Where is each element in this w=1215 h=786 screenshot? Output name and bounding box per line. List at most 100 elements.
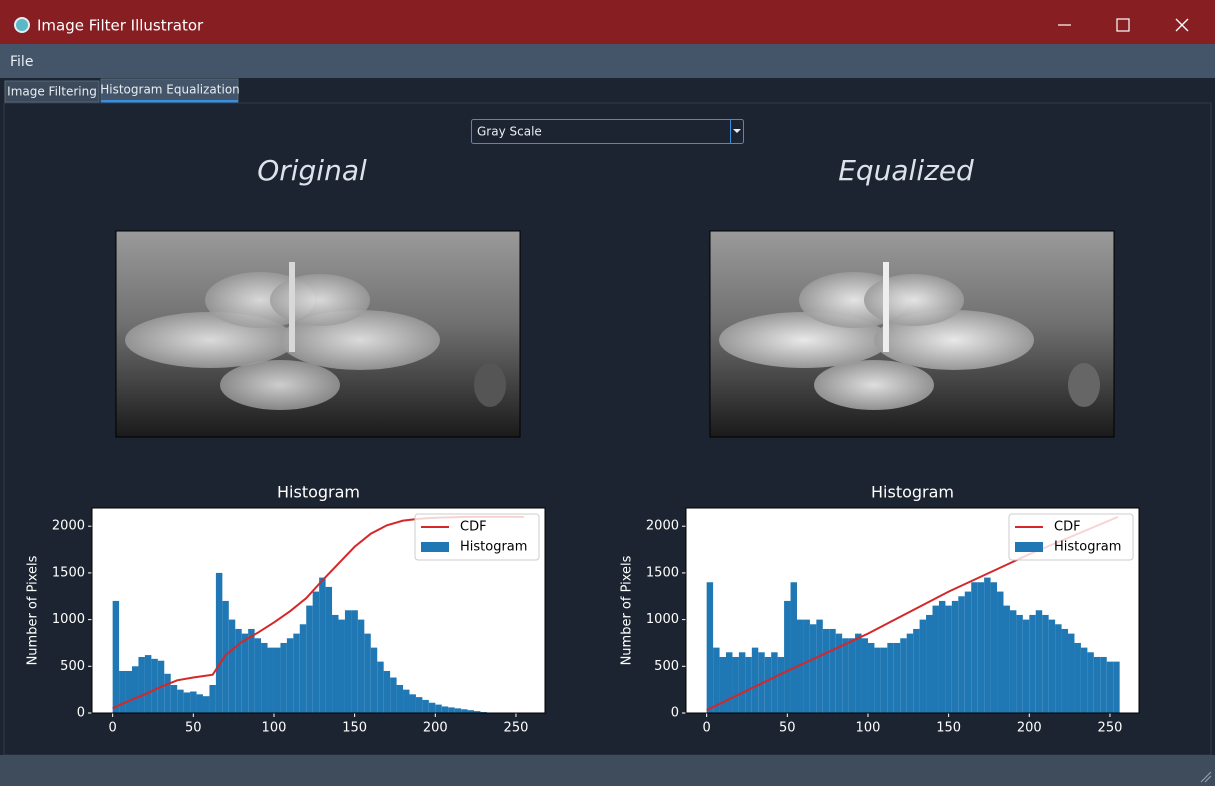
y-tick-label: 1500: [52, 565, 85, 580]
panel-heading: Original: [257, 154, 367, 187]
x-tick-label: 250: [1098, 721, 1123, 736]
histogram-bar: [997, 591, 1004, 713]
histogram-bar: [299, 624, 307, 713]
chart-title: Histogram: [871, 483, 954, 502]
histogram-bar: [771, 652, 778, 713]
title-bar: [0, 0, 1215, 44]
histogram-bar: [170, 684, 178, 713]
histogram-bar: [112, 600, 120, 713]
histogram-bar: [726, 652, 733, 713]
histogram-bar: [751, 647, 759, 713]
resize-grip[interactable]: [1200, 771, 1212, 783]
histogram-bar: [938, 600, 946, 713]
histogram-bar: [1042, 614, 1049, 713]
histogram-bar: [971, 582, 978, 713]
histogram-bar: [1113, 661, 1120, 713]
histogram-bar: [119, 670, 126, 713]
histogram-bar: [286, 638, 294, 713]
panel-heading: Equalized: [838, 154, 974, 187]
tab[interactable]: [4, 80, 100, 103]
dropdown-value[interactable]: Gray Scale: [477, 125, 542, 139]
histogram-bar: [228, 619, 236, 713]
histogram-bar: [745, 656, 752, 713]
histogram-bar: [390, 677, 397, 713]
histogram-bar: [803, 619, 810, 713]
menu-item[interactable]: File: [10, 54, 33, 70]
histogram-bar: [183, 692, 191, 713]
histogram-bar: [235, 628, 242, 713]
histogram-bar: [1100, 656, 1107, 713]
y-tick-label: 2000: [52, 519, 85, 534]
legend-label: CDF: [460, 520, 487, 535]
dropdown-arrow[interactable]: [733, 129, 741, 133]
histogram-bar: [254, 638, 262, 713]
histogram-bar: [1009, 610, 1017, 713]
histogram-bar: [984, 577, 991, 713]
legend-label: Histogram: [460, 540, 527, 555]
close-button[interactable]: [1175, 18, 1189, 32]
histogram-bar: [919, 619, 927, 713]
histogram-bar: [125, 670, 133, 713]
histogram-bar: [958, 596, 965, 713]
tab-label[interactable]: Image Filtering: [7, 85, 97, 99]
histogram-bar: [241, 633, 249, 713]
histogram-bar: [816, 619, 823, 713]
histogram-bar: [784, 600, 791, 713]
histogram-bar: [209, 684, 216, 713]
maximize-button[interactable]: [1116, 18, 1130, 32]
y-tick-label: 1500: [646, 565, 679, 580]
x-tick-label: 150: [342, 721, 367, 736]
histogram-bar: [1055, 624, 1062, 713]
histogram-bar: [396, 684, 404, 713]
histogram-bar: [990, 582, 998, 713]
x-tick-label: 250: [504, 721, 529, 736]
histogram-bar: [1087, 652, 1094, 713]
histogram-bar: [151, 658, 158, 713]
histogram-bar: [222, 600, 229, 713]
histogram-bar: [132, 666, 139, 713]
histogram-bar: [1035, 610, 1043, 713]
histogram-bar: [738, 652, 746, 713]
plot-frame: [685, 507, 1140, 714]
histogram-bar: [945, 605, 952, 713]
x-tick-label: 50: [185, 721, 202, 736]
original-image: [115, 230, 521, 438]
histogram-bar: [887, 642, 894, 713]
y-tick-label: 1000: [646, 612, 679, 627]
cdf-line: [112, 515, 525, 710]
y-tick-label: 0: [77, 706, 85, 721]
histogram-bar: [441, 706, 449, 713]
status-bar: [0, 755, 1215, 786]
tab-indicator: [101, 100, 238, 103]
histogram-bar: [713, 647, 720, 713]
chart-title: Histogram: [277, 483, 360, 502]
histogram-bar: [461, 709, 468, 713]
y-tick-label: 500: [60, 659, 85, 674]
histogram-bar: [1048, 619, 1056, 713]
histogram-bar: [267, 647, 274, 713]
histogram-bar: [332, 614, 339, 713]
window-title: Image Filter Illustrator: [37, 17, 204, 35]
histogram-bar: [906, 633, 914, 713]
histogram-bar: [280, 642, 287, 713]
histogram-bar: [1106, 661, 1114, 713]
x-tick-label: 50: [779, 721, 796, 736]
histogram-bar: [312, 591, 320, 713]
app-icon: [14, 17, 30, 33]
histogram-bar: [822, 628, 830, 713]
y-axis-label: Number of Pixels: [620, 555, 635, 665]
histogram-bar: [248, 628, 255, 713]
tab-label[interactable]: Histogram Equalization: [100, 83, 240, 97]
histogram-bar: [867, 642, 875, 713]
y-tick-label: 500: [654, 659, 679, 674]
histogram-bar: [893, 642, 901, 713]
histogram-bar: [790, 582, 797, 713]
histogram-bar: [1093, 656, 1101, 713]
plot-frame: [91, 507, 546, 714]
menu-bar: [0, 44, 1215, 78]
histogram-bar: [829, 628, 836, 713]
histogram-bar: [848, 638, 856, 713]
dropdown[interactable]: [471, 119, 744, 144]
histogram-bar: [383, 670, 391, 713]
legend-swatch: [421, 542, 449, 552]
